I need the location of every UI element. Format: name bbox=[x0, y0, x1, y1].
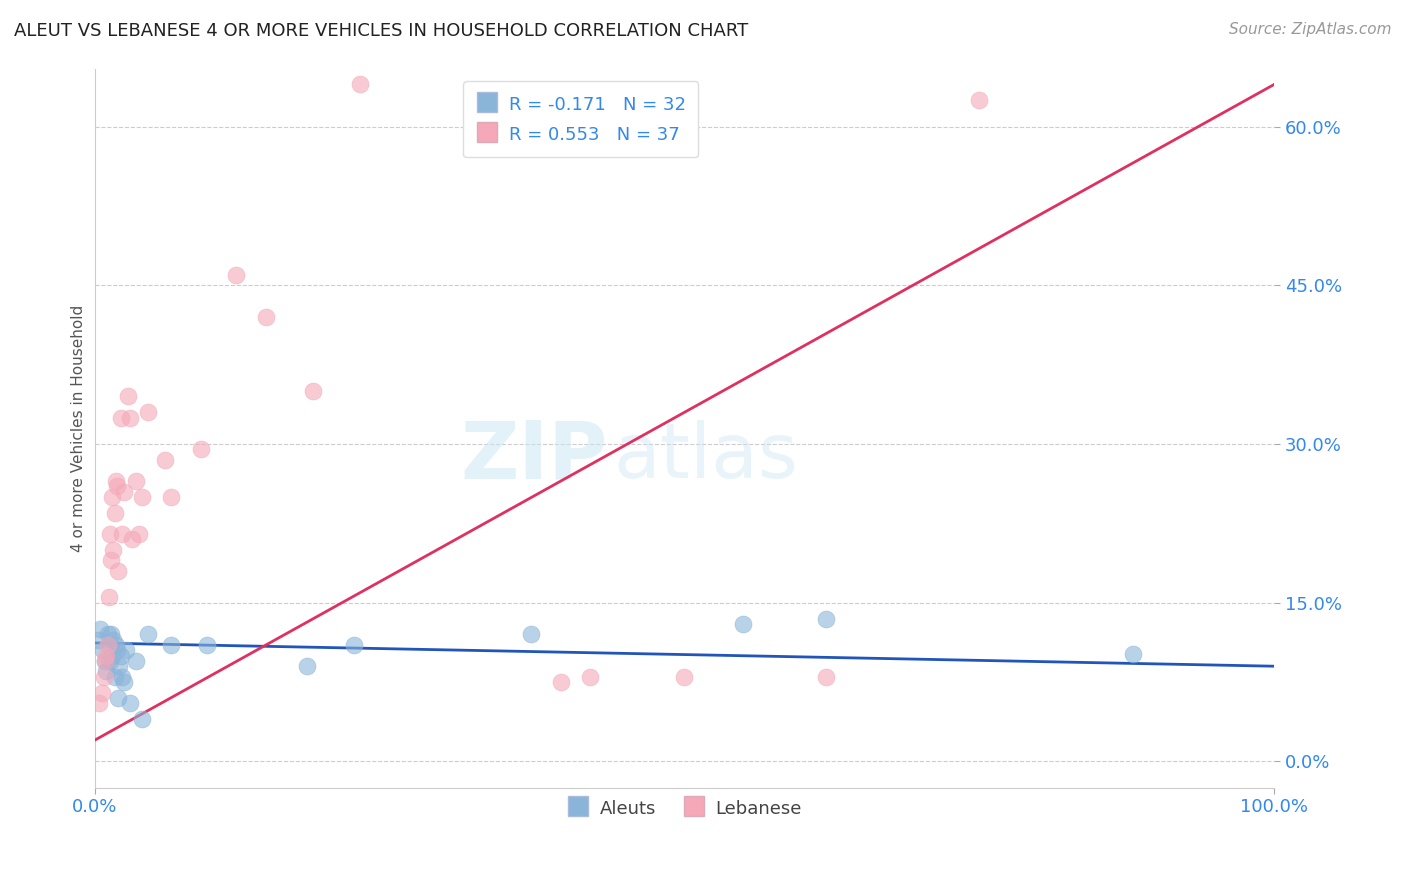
Point bbox=[105, 643, 128, 657]
Point bbox=[673, 670, 696, 684]
Point bbox=[96, 627, 118, 641]
Point bbox=[112, 675, 135, 690]
Point bbox=[100, 553, 122, 567]
Point bbox=[111, 527, 134, 541]
Point bbox=[104, 638, 127, 652]
Point bbox=[814, 612, 837, 626]
Point bbox=[107, 564, 129, 578]
Point bbox=[103, 632, 125, 647]
Point bbox=[89, 696, 111, 710]
Point bbox=[131, 490, 153, 504]
Point bbox=[520, 627, 543, 641]
Point bbox=[94, 654, 117, 668]
Point bbox=[112, 484, 135, 499]
Point bbox=[87, 632, 110, 647]
Point bbox=[98, 654, 121, 668]
Point bbox=[118, 696, 141, 710]
Point bbox=[579, 670, 602, 684]
Legend: Aleuts, Lebanese: Aleuts, Lebanese bbox=[560, 790, 808, 826]
Point bbox=[136, 405, 159, 419]
Point bbox=[96, 648, 118, 663]
Point bbox=[111, 670, 134, 684]
Point bbox=[91, 643, 114, 657]
Point bbox=[117, 389, 139, 403]
Point bbox=[105, 479, 128, 493]
Text: Source: ZipAtlas.com: Source: ZipAtlas.com bbox=[1229, 22, 1392, 37]
Text: ALEUT VS LEBANESE 4 OR MORE VEHICLES IN HOUSEHOLD CORRELATION CHART: ALEUT VS LEBANESE 4 OR MORE VEHICLES IN … bbox=[14, 22, 748, 40]
Point bbox=[110, 648, 132, 663]
Point bbox=[96, 638, 118, 652]
Point bbox=[1122, 647, 1144, 661]
Point bbox=[160, 490, 183, 504]
Point bbox=[190, 442, 212, 457]
Point bbox=[136, 627, 159, 641]
Y-axis label: 4 or more Vehicles in Household: 4 or more Vehicles in Household bbox=[72, 304, 86, 552]
Point bbox=[90, 686, 112, 700]
Point bbox=[103, 542, 125, 557]
Point bbox=[814, 670, 837, 684]
Point bbox=[101, 648, 124, 663]
Point bbox=[131, 712, 153, 726]
Point bbox=[195, 638, 218, 652]
Point bbox=[101, 490, 124, 504]
Point bbox=[155, 453, 177, 467]
Point bbox=[125, 654, 148, 668]
Point bbox=[118, 410, 141, 425]
Point bbox=[97, 638, 120, 652]
Point bbox=[160, 638, 183, 652]
Point bbox=[97, 591, 120, 605]
Point bbox=[104, 670, 127, 684]
Point bbox=[550, 675, 572, 690]
Point bbox=[128, 527, 150, 541]
Point bbox=[108, 659, 131, 673]
Point bbox=[100, 627, 122, 641]
Point bbox=[104, 474, 127, 488]
Point bbox=[254, 310, 277, 325]
Point bbox=[733, 616, 755, 631]
Text: ZIP: ZIP bbox=[461, 418, 607, 496]
Text: atlas: atlas bbox=[613, 420, 799, 494]
Point bbox=[110, 410, 132, 425]
Point bbox=[121, 533, 143, 547]
Point bbox=[125, 474, 148, 488]
Point bbox=[343, 638, 366, 652]
Point bbox=[295, 659, 318, 673]
Point bbox=[115, 643, 138, 657]
Point bbox=[94, 654, 117, 668]
Point bbox=[98, 527, 121, 541]
Point bbox=[349, 78, 371, 92]
Point bbox=[225, 268, 247, 282]
Point bbox=[107, 690, 129, 705]
Point bbox=[89, 622, 111, 636]
Point bbox=[93, 670, 115, 684]
Point bbox=[301, 384, 323, 399]
Point bbox=[969, 93, 991, 107]
Point bbox=[104, 506, 127, 520]
Point bbox=[96, 665, 118, 679]
